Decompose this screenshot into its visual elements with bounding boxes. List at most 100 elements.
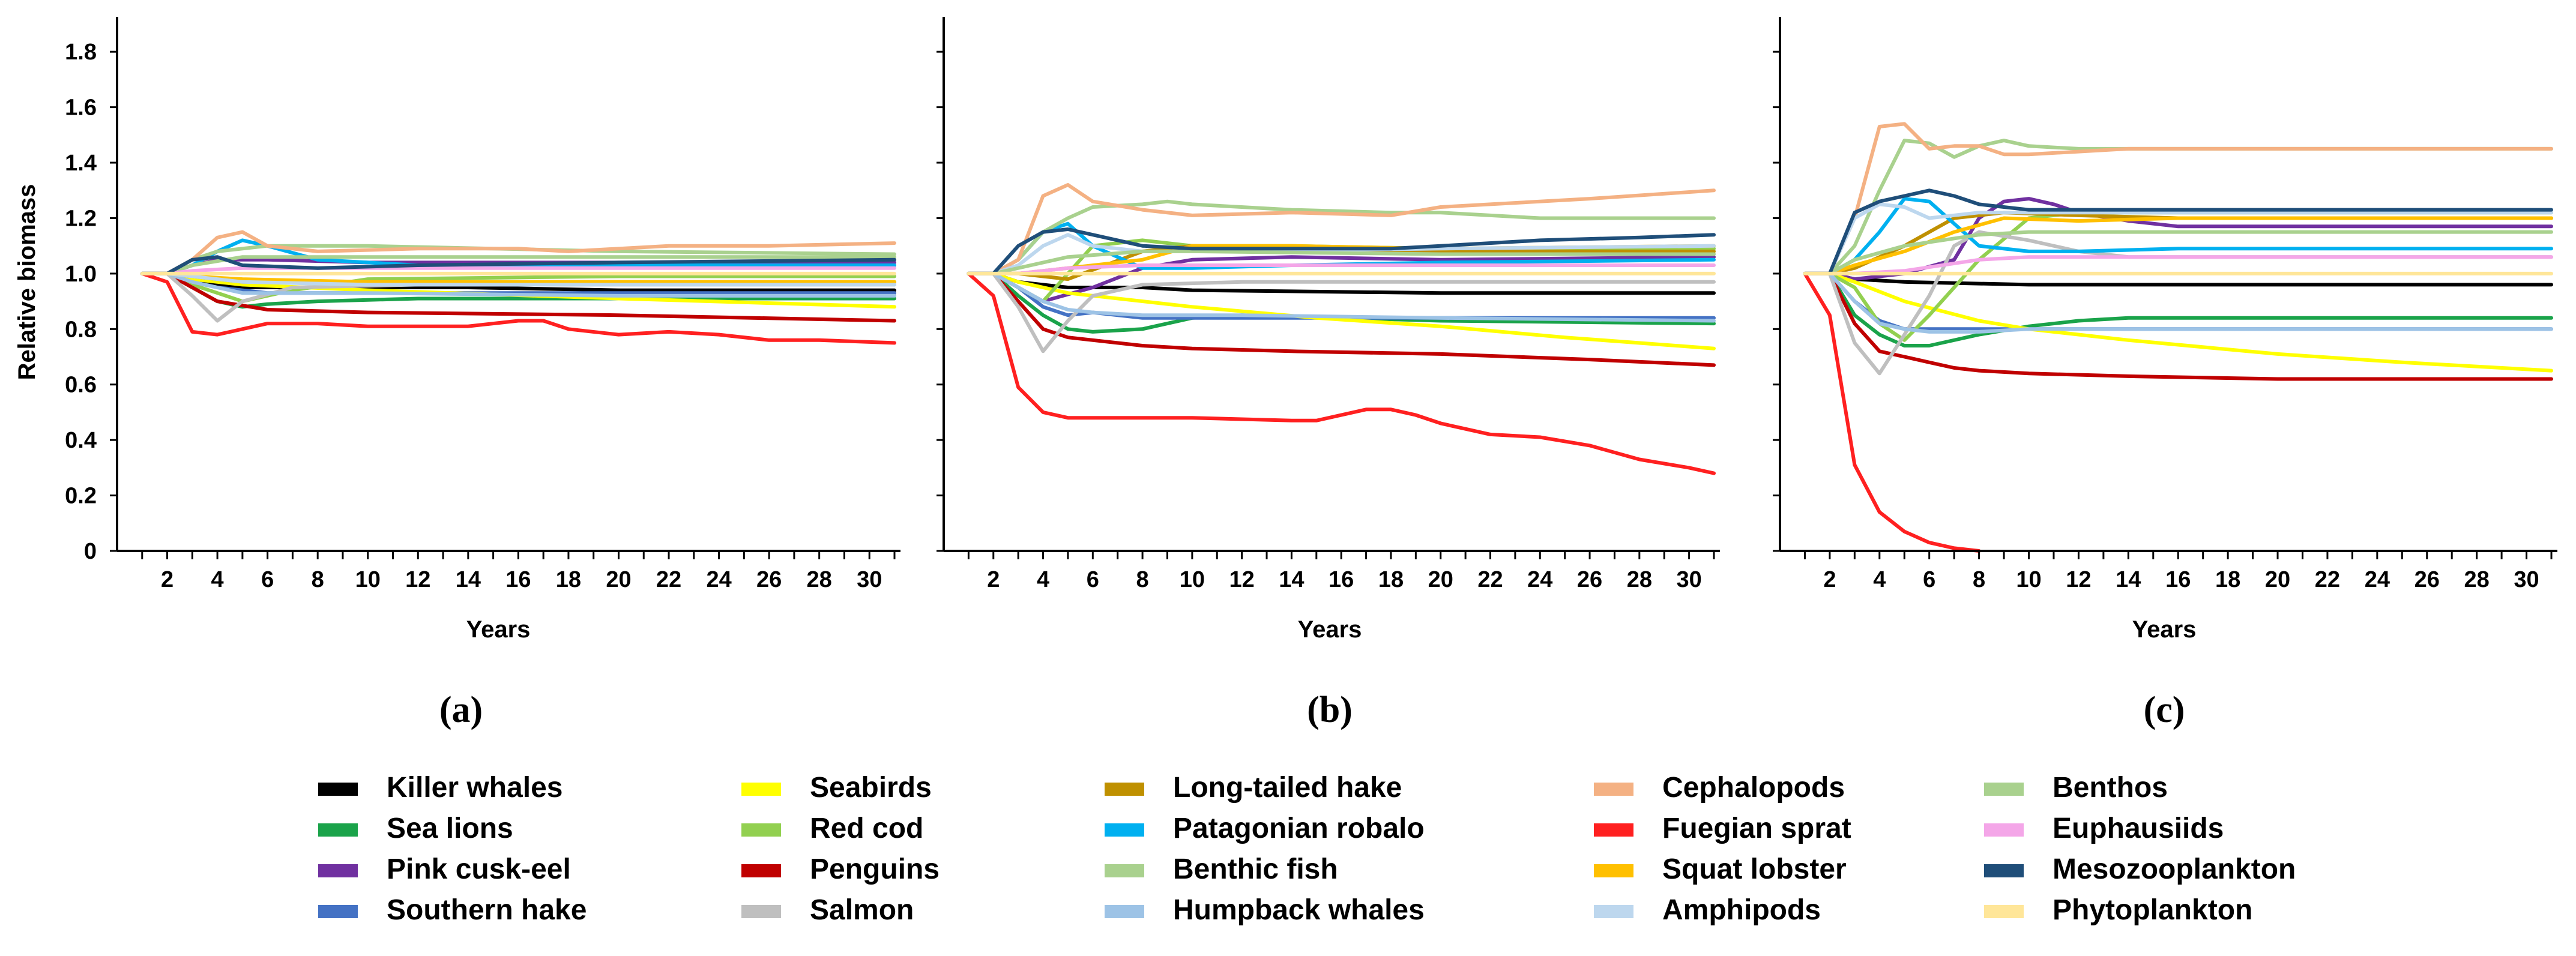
x-tick-label: 4: [1873, 567, 1886, 592]
x-tick-label: 2: [1823, 567, 1836, 592]
legend-swatch: [1594, 864, 1633, 877]
legend-label: Fuegian sprat: [1662, 813, 1851, 844]
chart-panel-a: Relative biomass 2 4 6 8 10 12 14 16 18 20 22 24 26 2…: [14, 17, 900, 730]
series-line-seabirds: [1803, 271, 2553, 373]
x-tick-label: 30: [1676, 567, 1701, 592]
series-line-penguins: [1803, 271, 2553, 381]
y-tick-label: 0.6: [65, 373, 97, 398]
x-tick-label: 10: [1180, 567, 1205, 592]
y-tick-label: 0.4: [65, 428, 97, 453]
legend-swatch: [1984, 864, 2024, 877]
legend-label: Sea lions: [387, 813, 513, 844]
legend-label: Mesozooplankton: [2053, 853, 2296, 885]
x-tick-label: 28: [2464, 567, 2490, 592]
legend-swatch: [1984, 783, 2024, 796]
x-tick-label: 28: [1627, 567, 1652, 592]
y-tick-label: 0.8: [65, 317, 97, 342]
x-tick-label: 4: [1037, 567, 1049, 592]
legend-swatch: [1105, 864, 1144, 877]
x-tick-label: 6: [1087, 567, 1099, 592]
series-line-cephalopods: [967, 183, 1716, 275]
x-tick-label: 8: [1973, 567, 1985, 592]
x-tick-label: 12: [405, 567, 430, 592]
x-tick-label: 16: [505, 567, 531, 592]
series-line-humpback-whales: [967, 271, 1716, 323]
legend-swatch: [318, 823, 358, 837]
panel-label: (b): [1307, 690, 1353, 730]
x-tick-label: 18: [1378, 567, 1404, 592]
legend-swatch: [318, 783, 358, 796]
x-tick-label: 22: [656, 567, 681, 592]
series-line-fuegian-sprat: [967, 271, 1716, 475]
legend-swatch: [741, 905, 781, 918]
series-line-fuegian-sprat: [1803, 271, 1981, 553]
legend-label: Killer whales: [387, 772, 563, 804]
x-tick-label: 22: [1477, 567, 1503, 592]
x-axis-title: Years: [466, 616, 531, 643]
x-tick-label: 4: [211, 567, 224, 592]
x-tick-label: 2: [987, 567, 1000, 592]
x-tick-label: 22: [2315, 567, 2340, 592]
series-line-humpback-whales: [1803, 271, 2553, 334]
x-axis-title: Years: [2132, 616, 2197, 643]
legend-swatch: [741, 864, 781, 877]
legend-swatch: [1594, 905, 1633, 918]
legend-swatch: [1984, 905, 2024, 918]
x-tick-label: 14: [2116, 567, 2141, 592]
x-tick-label: 16: [1329, 567, 1354, 592]
legend-label: Benthic fish: [1173, 853, 1338, 885]
x-tick-label: 12: [2066, 567, 2091, 592]
x-tick-label: 24: [2365, 567, 2390, 592]
x-tick-label: 6: [261, 567, 274, 592]
legend-swatch: [741, 823, 781, 837]
legend-label: Long-tailed hake: [1173, 772, 1402, 804]
legend: Killer whales Sea lions Pink cusk-eel South…: [318, 772, 2296, 926]
series-line-penguins: [967, 271, 1716, 367]
x-tick-label: 10: [355, 567, 381, 592]
series-line-squat-lobster: [1803, 216, 2553, 275]
series-line-cephalopods: [1803, 122, 2553, 275]
x-tick-label: 26: [756, 567, 782, 592]
series-line-mesozooplankton: [1803, 188, 2553, 275]
x-tick-label: 24: [1527, 567, 1552, 592]
legend-swatch: [1984, 823, 2024, 837]
chart-panel-b: 2 4 6 8 10 12 14 16 18 20 22 24 26 28 30 Years (b): [937, 17, 1720, 730]
x-tick-label: 14: [456, 567, 481, 592]
series-line-benthic-fish: [967, 199, 1716, 275]
legend-swatch: [741, 783, 781, 796]
x-tick-label: 24: [706, 567, 731, 592]
y-tick-label: 0: [84, 539, 97, 564]
legend-label: Pink cusk-eel: [387, 853, 571, 885]
y-tick-label: 1.0: [65, 262, 97, 287]
y-tick-label: 1.4: [65, 151, 97, 176]
x-tick-label: 26: [2415, 567, 2440, 592]
legend-label: Euphausiids: [2053, 813, 2224, 844]
x-tick-label: 6: [1923, 567, 1935, 592]
x-tick-label: 12: [1229, 567, 1255, 592]
x-tick-label: 16: [2165, 567, 2191, 592]
series-line-mesozooplankton: [140, 255, 896, 275]
y-tick-label: 1.2: [65, 206, 97, 231]
y-tick-label: 1.8: [65, 40, 97, 65]
legend-label: Phytoplankton: [2053, 894, 2252, 926]
legend-label: Patagonian robalo: [1173, 813, 1425, 844]
y-tick-label: 0.2: [65, 484, 97, 509]
legend-swatch: [1105, 823, 1144, 837]
x-tick-label: 10: [2016, 567, 2041, 592]
legend-label: Cephalopods: [1662, 772, 1845, 804]
series-line-pink-cusk-eel: [1803, 197, 2553, 281]
legend-swatch: [1105, 783, 1144, 796]
legend-label: Salmon: [810, 894, 914, 926]
y-tick-label: 1.6: [65, 95, 97, 121]
x-tick-label: 18: [556, 567, 581, 592]
x-axis-title: Years: [1298, 616, 1362, 643]
legend-label: Penguins: [810, 853, 940, 885]
x-tick-label: 20: [2265, 567, 2290, 592]
legend-label: Amphipods: [1662, 894, 1821, 926]
panel-label: (a): [439, 690, 483, 730]
x-tick-label: 26: [1577, 567, 1602, 592]
legend-label: Red cod: [810, 813, 923, 844]
panel-label: (c): [2144, 690, 2185, 730]
x-tick-label: 30: [2514, 567, 2539, 592]
